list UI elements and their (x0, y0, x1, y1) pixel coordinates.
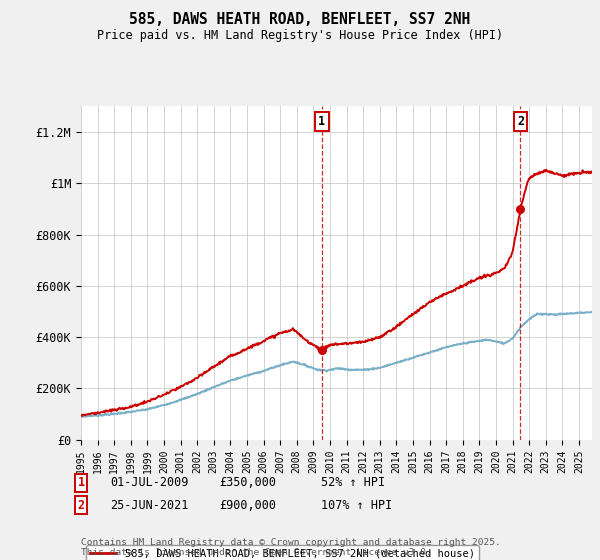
Text: £900,000: £900,000 (219, 498, 276, 512)
Text: Contains HM Land Registry data © Crown copyright and database right 2025.
This d: Contains HM Land Registry data © Crown c… (81, 538, 501, 557)
Text: 1: 1 (318, 115, 325, 128)
Text: 107% ↑ HPI: 107% ↑ HPI (321, 498, 392, 512)
Text: 2: 2 (517, 115, 524, 128)
Text: 1: 1 (77, 476, 85, 489)
Text: 01-JUL-2009: 01-JUL-2009 (110, 476, 188, 489)
Text: 25-JUN-2021: 25-JUN-2021 (110, 498, 188, 512)
Text: Price paid vs. HM Land Registry's House Price Index (HPI): Price paid vs. HM Land Registry's House … (97, 29, 503, 42)
Legend: 585, DAWS HEATH ROAD, BENFLEET, SS7 2NH (detached house), HPI: Average price, de: 585, DAWS HEATH ROAD, BENFLEET, SS7 2NH … (86, 545, 479, 560)
Text: £350,000: £350,000 (219, 476, 276, 489)
Text: 52% ↑ HPI: 52% ↑ HPI (321, 476, 385, 489)
Text: 585, DAWS HEATH ROAD, BENFLEET, SS7 2NH: 585, DAWS HEATH ROAD, BENFLEET, SS7 2NH (130, 12, 470, 27)
Text: 2: 2 (77, 498, 85, 512)
